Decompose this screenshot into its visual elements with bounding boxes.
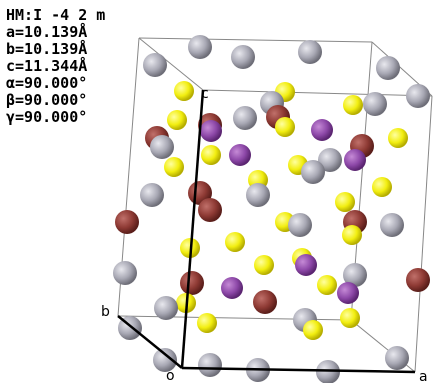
atom bbox=[167, 110, 187, 130]
atom bbox=[363, 92, 387, 116]
atom bbox=[406, 268, 430, 292]
atom bbox=[275, 117, 295, 137]
b-axis bbox=[118, 316, 182, 368]
atom bbox=[221, 277, 243, 299]
info-line: α=90.000° bbox=[6, 74, 87, 92]
atom bbox=[253, 290, 277, 314]
atom bbox=[140, 183, 164, 207]
atom bbox=[295, 254, 317, 276]
atom bbox=[298, 40, 322, 64]
atom bbox=[380, 213, 404, 237]
atom bbox=[233, 106, 257, 130]
cell-edge bbox=[203, 90, 432, 96]
atom bbox=[344, 149, 366, 171]
atom bbox=[201, 145, 221, 165]
atom bbox=[406, 84, 430, 108]
atom bbox=[343, 95, 363, 115]
info-line: a=10.139Å bbox=[6, 22, 87, 41]
atom bbox=[164, 157, 184, 177]
axis-label: c bbox=[201, 86, 209, 102]
atom bbox=[388, 128, 408, 148]
atom bbox=[197, 313, 217, 333]
atom bbox=[231, 45, 255, 69]
atom bbox=[303, 320, 323, 340]
atom bbox=[317, 275, 337, 295]
unit-cell bbox=[118, 38, 432, 372]
atom bbox=[337, 282, 359, 304]
atom bbox=[113, 261, 137, 285]
atom bbox=[342, 225, 362, 245]
atom bbox=[188, 35, 212, 59]
cell-edge bbox=[415, 96, 432, 372]
atom bbox=[376, 56, 400, 80]
atom bbox=[254, 255, 274, 275]
crystal-view: c b o a HM:I -4 2 ma=10.139Åb=10.139Åc=1… bbox=[0, 0, 436, 383]
atom bbox=[154, 296, 178, 320]
atom bbox=[225, 232, 245, 252]
atom bbox=[143, 53, 167, 77]
cell-edge bbox=[139, 38, 372, 42]
atom bbox=[335, 192, 355, 212]
cell-info: HM:I -4 2 ma=10.139Åb=10.139Åc=11.344Åα=… bbox=[6, 6, 105, 126]
atom bbox=[385, 346, 409, 370]
axis-label: a bbox=[419, 369, 428, 383]
atoms bbox=[113, 35, 430, 383]
atom bbox=[288, 213, 312, 237]
info-line: b=10.139Å bbox=[6, 39, 87, 58]
info-line: β=90.000° bbox=[6, 91, 87, 109]
info-line: HM:I -4 2 m bbox=[6, 6, 105, 24]
atom bbox=[372, 177, 392, 197]
info-line: c=11.344Å bbox=[6, 56, 87, 75]
atom bbox=[246, 183, 270, 207]
atom bbox=[115, 210, 139, 234]
atom bbox=[311, 119, 333, 141]
atom bbox=[340, 308, 360, 328]
atom bbox=[180, 271, 204, 295]
atom bbox=[229, 144, 251, 166]
atom bbox=[301, 160, 325, 184]
info-line: γ=90.000° bbox=[6, 108, 87, 126]
atom bbox=[174, 81, 194, 101]
atom bbox=[150, 135, 174, 159]
axis-label: o bbox=[166, 368, 175, 383]
axis-label: b bbox=[101, 304, 110, 320]
atom bbox=[198, 198, 222, 222]
atom bbox=[200, 120, 222, 142]
atom bbox=[198, 353, 222, 377]
